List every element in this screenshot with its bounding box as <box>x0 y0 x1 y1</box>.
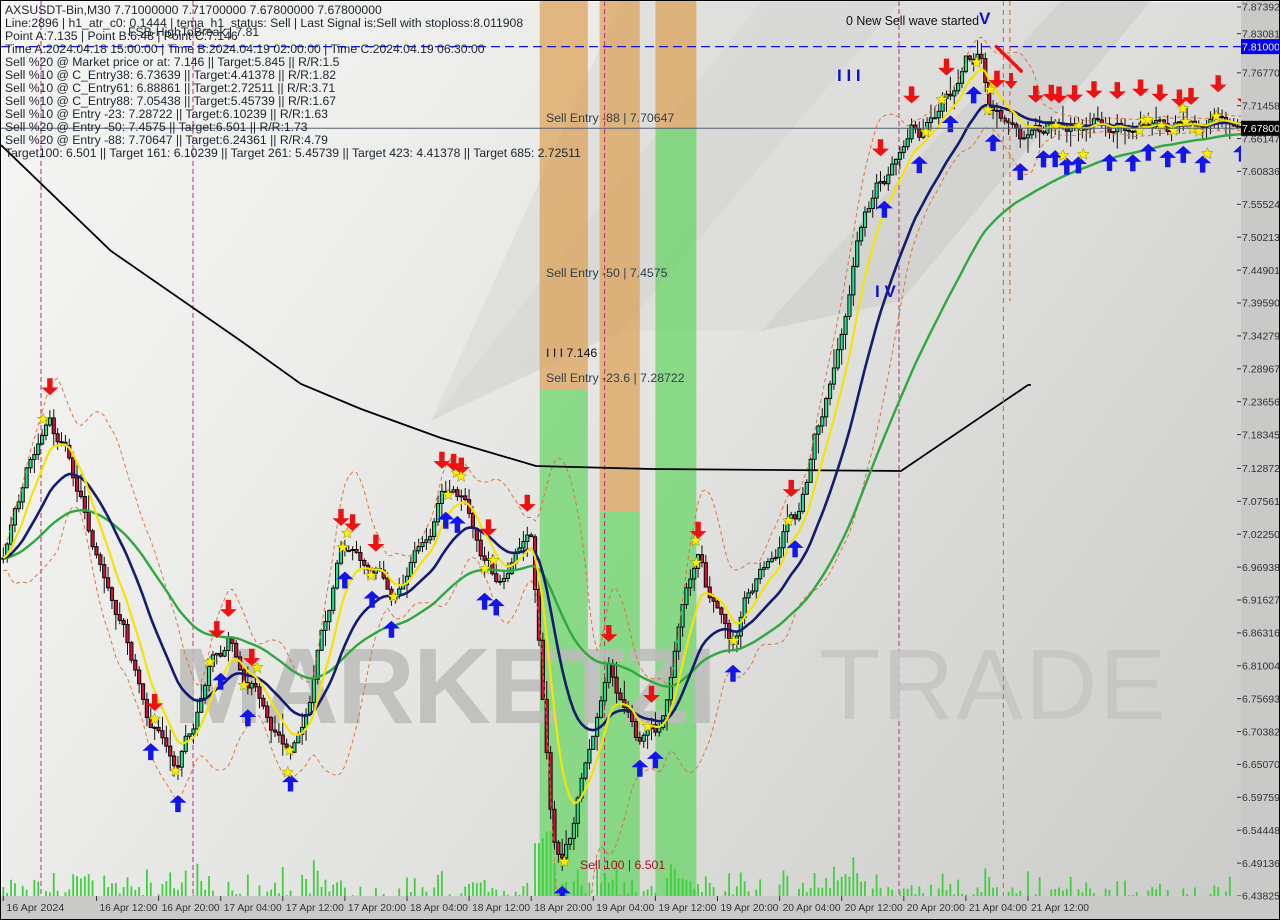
svg-text:21 Apr 04:00: 21 Apr 04:00 <box>969 903 1027 914</box>
svg-text:6.59759: 6.59759 <box>1242 793 1280 804</box>
svg-text:7.55524: 7.55524 <box>1242 200 1280 211</box>
svg-text:20 Apr 20:00: 20 Apr 20:00 <box>907 903 965 914</box>
svg-text:19 Apr 04:00: 19 Apr 04:00 <box>596 903 654 914</box>
svg-text:Sell %10 @ C_Entry88: 7.05438: Sell %10 @ C_Entry88: 7.05438 || Target:… <box>5 94 336 108</box>
svg-text:Sell %10 @ C_Entry61: 6.88861: Sell %10 @ C_Entry61: 6.88861 || Target:… <box>5 81 335 95</box>
svg-text:16 Apr 2024: 16 Apr 2024 <box>6 903 64 914</box>
svg-text:7.60836: 7.60836 <box>1242 167 1280 178</box>
svg-text:6.43825: 6.43825 <box>1242 892 1280 903</box>
svg-text:7.44901: 7.44901 <box>1242 266 1280 277</box>
svg-text:V: V <box>979 9 991 28</box>
svg-text:16 Apr 20:00: 16 Apr 20:00 <box>162 903 220 914</box>
svg-text:7.83081: 7.83081 <box>1242 29 1280 40</box>
svg-text:6.54448: 6.54448 <box>1242 826 1280 837</box>
svg-text:19 Apr 12:00: 19 Apr 12:00 <box>658 903 716 914</box>
svg-text:Sell %20 @ Entry -88: 7.70647: Sell %20 @ Entry -88: 7.70647 || Target:… <box>5 133 328 147</box>
svg-text:7.87392: 7.87392 <box>1242 3 1280 14</box>
svg-text:Target100: 6.501 || Target 161: Target100: 6.501 || Target 161: 6.10239 … <box>5 146 581 160</box>
svg-text:7.81000: 7.81000 <box>1242 42 1280 53</box>
svg-text:Sell 100 | 6.501: Sell 100 | 6.501 <box>580 858 665 872</box>
svg-text:AXSUSDT-Bin,M30 7.71000000 7.: AXSUSDT-Bin,M30 7.71000000 7.71700000 7.… <box>5 3 382 17</box>
svg-text:19 Apr 20:00: 19 Apr 20:00 <box>721 903 779 914</box>
svg-text:Sell %10 @ C_Entry38: 6.73639: Sell %10 @ C_Entry38: 6.73639 || Target:… <box>5 68 336 82</box>
svg-text:21 Apr 12:00: 21 Apr 12:00 <box>1031 903 1089 914</box>
svg-text:Sell %20 @ Entry -50: 7.4575 |: Sell %20 @ Entry -50: 7.4575 || Target:6… <box>5 120 308 134</box>
svg-text:16 Apr 12:00: 16 Apr 12:00 <box>100 903 158 914</box>
svg-text:7.66147: 7.66147 <box>1242 134 1280 145</box>
svg-text:18 Apr 20:00: 18 Apr 20:00 <box>534 903 592 914</box>
svg-text:TRADE: TRADE <box>819 629 1168 741</box>
svg-text:Sell %20 @ Market price or at:: Sell %20 @ Market price or at: 7.146 || … <box>5 55 340 69</box>
svg-text:I V: I V <box>875 282 896 301</box>
svg-text:7.39590: 7.39590 <box>1242 299 1280 310</box>
svg-text:6.49136: 6.49136 <box>1242 859 1280 870</box>
svg-text:Sell %10 @ Entry -23: 7.28722: Sell %10 @ Entry -23: 7.28722 || Target:… <box>5 107 328 121</box>
svg-text:Sell Entry -88 | 7.70647: Sell Entry -88 | 7.70647 <box>546 111 674 125</box>
svg-text:FSB-HighToBreak | 7.81: FSB-HighToBreak | 7.81 <box>128 25 259 39</box>
svg-text:6.96938: 6.96938 <box>1242 563 1280 574</box>
svg-text:7.71458: 7.71458 <box>1242 101 1280 112</box>
svg-text:I I I: I I I <box>837 66 861 85</box>
svg-text:7.28967: 7.28967 <box>1242 365 1280 376</box>
svg-text:7.12872: 7.12872 <box>1242 464 1280 475</box>
svg-text:6.75693: 6.75693 <box>1242 694 1280 705</box>
svg-text:7.18345: 7.18345 <box>1242 430 1280 441</box>
svg-text:7.34279: 7.34279 <box>1242 332 1280 343</box>
svg-text:Sell Entry -23.6 | 7.28722: Sell Entry -23.6 | 7.28722 <box>546 371 685 385</box>
svg-text:7.76770: 7.76770 <box>1242 69 1280 80</box>
svg-text:6.91627: 6.91627 <box>1242 596 1280 607</box>
svg-text:20 Apr 04:00: 20 Apr 04:00 <box>783 903 841 914</box>
svg-text:6.86316: 6.86316 <box>1242 629 1280 640</box>
svg-text:17 Apr 12:00: 17 Apr 12:00 <box>286 903 344 914</box>
svg-text:6.81004: 6.81004 <box>1242 662 1280 673</box>
svg-text:17 Apr 20:00: 17 Apr 20:00 <box>348 903 406 914</box>
svg-text:7.50213: 7.50213 <box>1242 233 1280 244</box>
svg-text:17 Apr 04:00: 17 Apr 04:00 <box>224 903 282 914</box>
svg-text:7.07561: 7.07561 <box>1242 497 1280 508</box>
svg-text:7.23656: 7.23656 <box>1242 397 1280 408</box>
svg-text:I I I 7.146: I I I 7.146 <box>546 346 597 360</box>
svg-text:18 Apr 12:00: 18 Apr 12:00 <box>472 903 530 914</box>
svg-text:Sell Entry -50 | 7.4575: Sell Entry -50 | 7.4575 <box>546 266 668 280</box>
svg-text:Time A:2024.04.18 15:00:00 | T: Time A:2024.04.18 15:00:00 | Time B:2024… <box>5 42 485 56</box>
svg-text:7.02250: 7.02250 <box>1242 530 1280 541</box>
svg-text:18 Apr 04:00: 18 Apr 04:00 <box>410 903 468 914</box>
svg-text:6.70382: 6.70382 <box>1242 727 1280 738</box>
svg-text:20 Apr 12:00: 20 Apr 12:00 <box>845 903 903 914</box>
svg-text:0 New Sell wave started: 0 New Sell wave started <box>846 14 979 28</box>
svg-text:6.65070: 6.65070 <box>1242 760 1280 771</box>
svg-text:Line:2896 | h1_atr_c0: 0.1444: Line:2896 | h1_atr_c0: 0.1444 | tema_h1_… <box>5 16 523 30</box>
